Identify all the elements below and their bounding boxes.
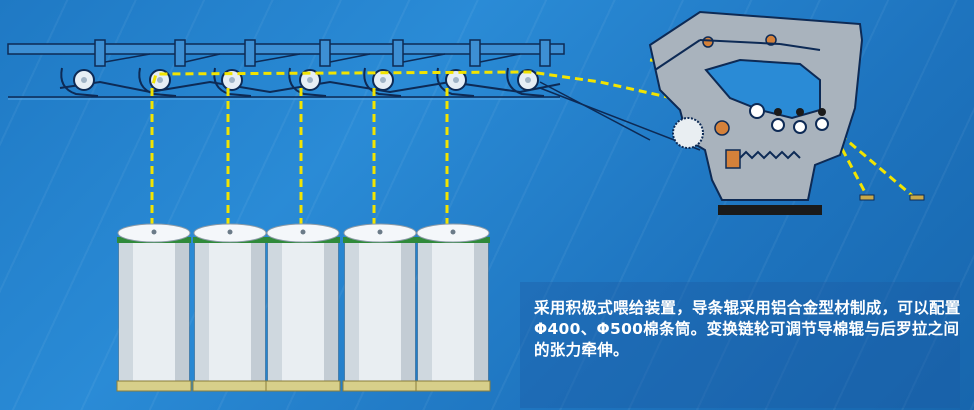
guide-roller-icon <box>363 67 402 97</box>
sliver-can-icon <box>415 223 491 392</box>
guide-roller-icon <box>288 67 327 97</box>
drawing-frame-head <box>648 10 925 215</box>
guide-roller-icon <box>60 67 99 97</box>
sliver-can-icon <box>265 223 341 392</box>
drafting-roller-icon <box>793 120 807 134</box>
creel-rail <box>7 39 565 100</box>
drafting-roller-icon <box>771 118 785 132</box>
guide-roller-icon <box>213 67 252 97</box>
gear-icon <box>672 117 704 149</box>
caption-panel <box>520 282 960 408</box>
caption-text: 采用积极式喂给装置，导条辊采用铝合金型材制成，可以配置Φ400、Φ500棉条筒。… <box>534 299 961 359</box>
guide-rollers <box>60 67 545 97</box>
feed-lines <box>539 81 701 151</box>
drafting-roller-icon <box>749 103 765 119</box>
sliver-can-icon <box>116 223 192 392</box>
sliver-cans <box>116 223 491 392</box>
guide-roller-icon <box>506 67 545 97</box>
drafting-roller-icon <box>815 117 829 131</box>
sliver-can-icon <box>342 223 418 392</box>
sliver-can-icon <box>192 223 268 392</box>
guide-roller-icon <box>436 67 475 97</box>
